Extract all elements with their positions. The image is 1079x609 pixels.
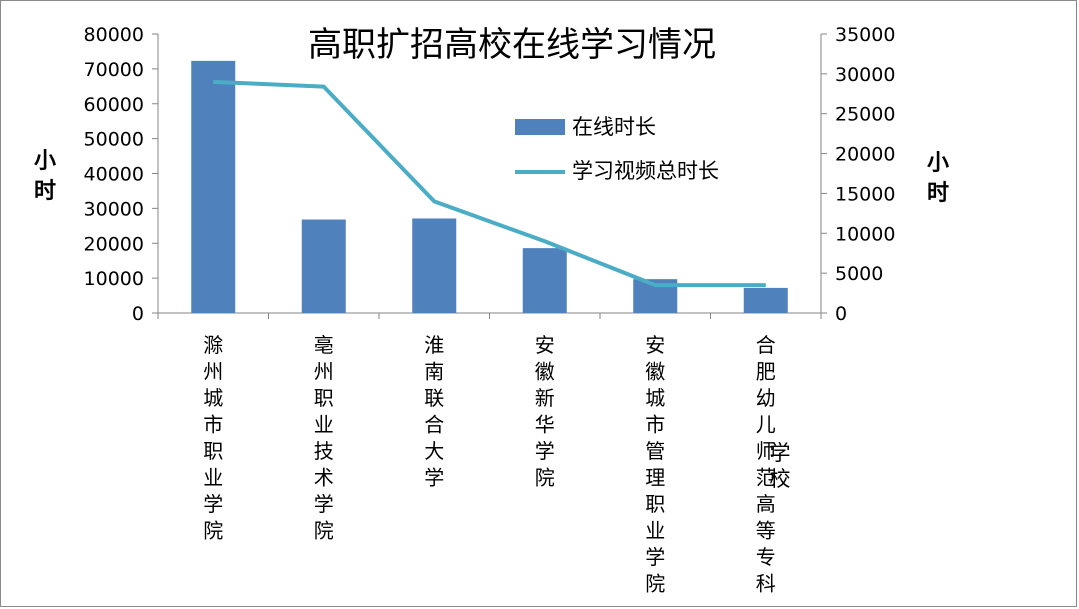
category-labels: 滁州城市职业学院 亳州职业技术学院 淮南联合大学 安徽新华学院 安徽城市管理职业学院 合肥… [203,333,776,596]
category-label: 亳州职业技术学院 [314,333,334,543]
left-tick-label: 20000 [84,233,144,255]
legend-bar-label: 在线时长 [572,115,656,139]
left-tick-label: 0 [132,303,144,325]
line-point [433,200,435,202]
left-tick-label: 30000 [84,198,144,220]
legend-bar-swatch [515,119,565,135]
left-y-axis: 0 10000 20000 30000 40000 50000 60000 70000 8000… [84,24,159,325]
left-tick-label: 40000 [84,164,144,186]
category-label: 安徽城市管理职业学院 [645,333,665,596]
legend: 在线时长 学习视频总时长 [515,115,719,183]
right-axis-title: 小时 [927,151,949,206]
left-tick-label: 70000 [84,59,144,81]
category-label: 滁州城市职业学院 [203,333,223,543]
right-tick-label: 25000 [835,104,895,126]
right-tick-label: 0 [835,303,847,325]
line-point [765,284,767,286]
series-line [213,79,766,288]
left-tick-label: 50000 [84,129,144,151]
right-tick-label: 35000 [835,24,895,46]
category-label: 淮南联合大学 [424,333,444,490]
right-tick-label: 10000 [835,223,895,245]
line-point [323,86,325,88]
legend-line-label: 学习视频总时长 [572,159,719,183]
left-axis-title: 小时 [34,149,56,204]
line-series [212,79,767,288]
bar [412,218,457,313]
right-tick-label: 20000 [835,144,895,166]
category-label: 安徽新华学院 [535,333,555,490]
bar [301,219,346,313]
right-tick-label: 5000 [835,263,883,285]
category-label: 合肥幼儿师范高等专科 [756,333,776,596]
line-point [544,240,546,242]
line-point [654,284,656,286]
chart-title: 高职扩招高校在线学习情况 [308,25,716,65]
bar-series [191,60,788,314]
line-point [212,81,214,83]
left-tick-label: 80000 [84,24,144,46]
bar [191,60,236,314]
right-tick-label: 30000 [835,64,895,86]
right-tick-label: 15000 [835,183,895,205]
x-axis-title: 学校 [770,441,791,491]
left-tick-label: 10000 [84,268,144,290]
x-axis [157,312,822,319]
left-tick-label: 60000 [84,94,144,116]
bar [743,287,788,313]
bar [522,248,567,313]
right-y-axis: 0 5000 10000 15000 20000 25000 30000 35000 [820,24,895,325]
